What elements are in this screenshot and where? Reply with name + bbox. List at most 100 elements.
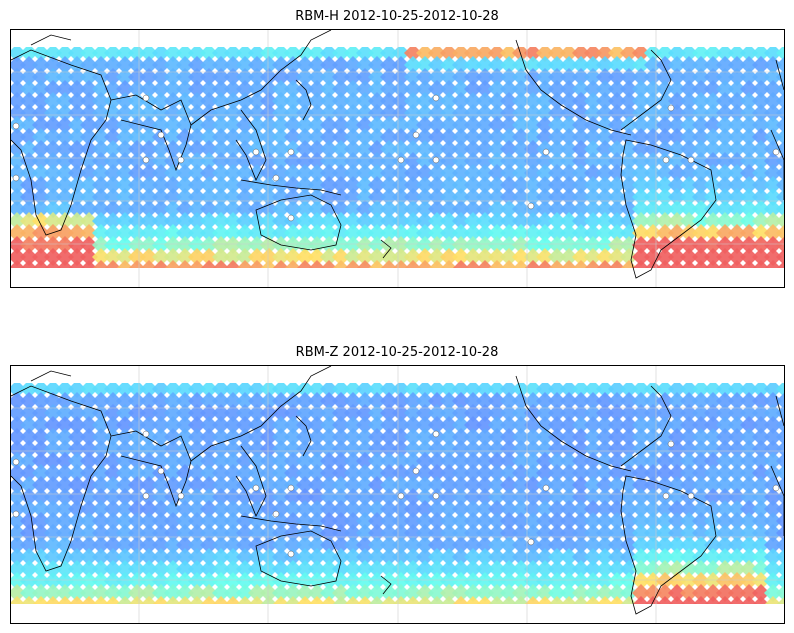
data-cell — [272, 68, 290, 86]
data-cell — [716, 236, 734, 254]
data-cell — [776, 561, 784, 577]
data-cell — [560, 212, 578, 230]
data-cell — [692, 164, 710, 182]
data-cell — [11, 380, 26, 398]
station-marker — [287, 550, 295, 558]
data-cell — [752, 248, 770, 266]
data-cell — [404, 164, 422, 182]
station-marker — [252, 148, 260, 156]
data-cell — [356, 548, 374, 566]
data-cell — [176, 560, 194, 578]
data-cell — [704, 68, 722, 86]
data-cell — [152, 536, 170, 554]
station-marker — [177, 156, 185, 164]
data-cell — [224, 44, 242, 62]
data-cell — [752, 512, 770, 530]
data-cell — [236, 56, 254, 74]
data-cell — [536, 188, 554, 206]
data-cell — [668, 176, 686, 194]
data-cell — [560, 488, 578, 506]
data-cell — [56, 92, 74, 110]
data-cell — [548, 476, 566, 494]
data-cell — [536, 560, 554, 578]
data-cell — [80, 500, 98, 518]
data-cell — [656, 572, 674, 590]
data-cell — [80, 128, 98, 146]
data-cell — [272, 92, 290, 110]
data-cell — [644, 212, 662, 230]
data-cell — [644, 104, 662, 122]
data-cell — [80, 224, 98, 242]
data-cell — [164, 200, 182, 218]
data-cell — [116, 212, 134, 230]
data-cell — [368, 452, 386, 470]
data-cell — [176, 68, 194, 86]
data-cell — [368, 152, 386, 170]
data-cell — [524, 572, 542, 590]
data-cell — [164, 80, 182, 98]
data-cell — [716, 140, 734, 158]
data-cell — [560, 188, 578, 206]
data-cell — [500, 404, 518, 422]
data-cell — [656, 476, 674, 494]
data-cell — [128, 476, 146, 494]
data-cell — [716, 92, 734, 110]
data-cell — [164, 176, 182, 194]
data-cell — [116, 524, 134, 542]
data-cell — [116, 152, 134, 170]
data-cell — [752, 92, 770, 110]
data-cell — [500, 80, 518, 98]
data-cell — [464, 140, 482, 158]
data-cell — [656, 56, 674, 74]
data-cell — [536, 44, 554, 62]
data-cell — [428, 248, 446, 266]
data-cell — [404, 392, 422, 410]
data-cell — [176, 92, 194, 110]
data-cell — [380, 128, 398, 146]
data-cell — [212, 116, 230, 134]
data-cell — [56, 80, 74, 98]
data-cell — [308, 164, 326, 182]
data-cell — [440, 128, 458, 146]
data-cell — [404, 476, 422, 494]
data-cell — [524, 392, 542, 410]
data-cell — [356, 392, 374, 410]
data-cell — [236, 512, 254, 530]
data-cell — [452, 140, 470, 158]
data-cell — [488, 200, 506, 218]
data-cell — [740, 68, 758, 86]
data-cell — [44, 92, 62, 110]
data-cell — [728, 524, 746, 542]
data-cell — [68, 212, 86, 230]
data-cell — [740, 188, 758, 206]
data-cell — [392, 56, 410, 74]
data-cell — [644, 488, 662, 506]
data-cell — [548, 248, 566, 266]
data-cell — [224, 176, 242, 194]
coastline — [240, 179, 342, 196]
data-cell — [368, 68, 386, 86]
data-cell — [416, 164, 434, 182]
data-cell — [368, 80, 386, 98]
data-cell — [296, 584, 314, 602]
data-cell — [500, 452, 518, 470]
coastline — [255, 194, 342, 251]
data-cell — [620, 44, 638, 62]
data-cell — [260, 428, 278, 446]
data-cell — [380, 392, 398, 410]
data-cell — [368, 500, 386, 518]
data-cell — [152, 116, 170, 134]
data-cell — [332, 572, 350, 590]
data-cell — [140, 512, 158, 530]
data-cell — [728, 464, 746, 482]
coastline — [235, 109, 267, 181]
data-cell — [584, 248, 602, 266]
data-cell — [776, 249, 784, 265]
data-cell — [452, 464, 470, 482]
data-cell — [656, 524, 674, 542]
data-cell — [608, 584, 626, 602]
data-cell — [416, 536, 434, 554]
data-cell — [404, 212, 422, 230]
data-cell — [260, 224, 278, 242]
data-cell — [560, 572, 578, 590]
